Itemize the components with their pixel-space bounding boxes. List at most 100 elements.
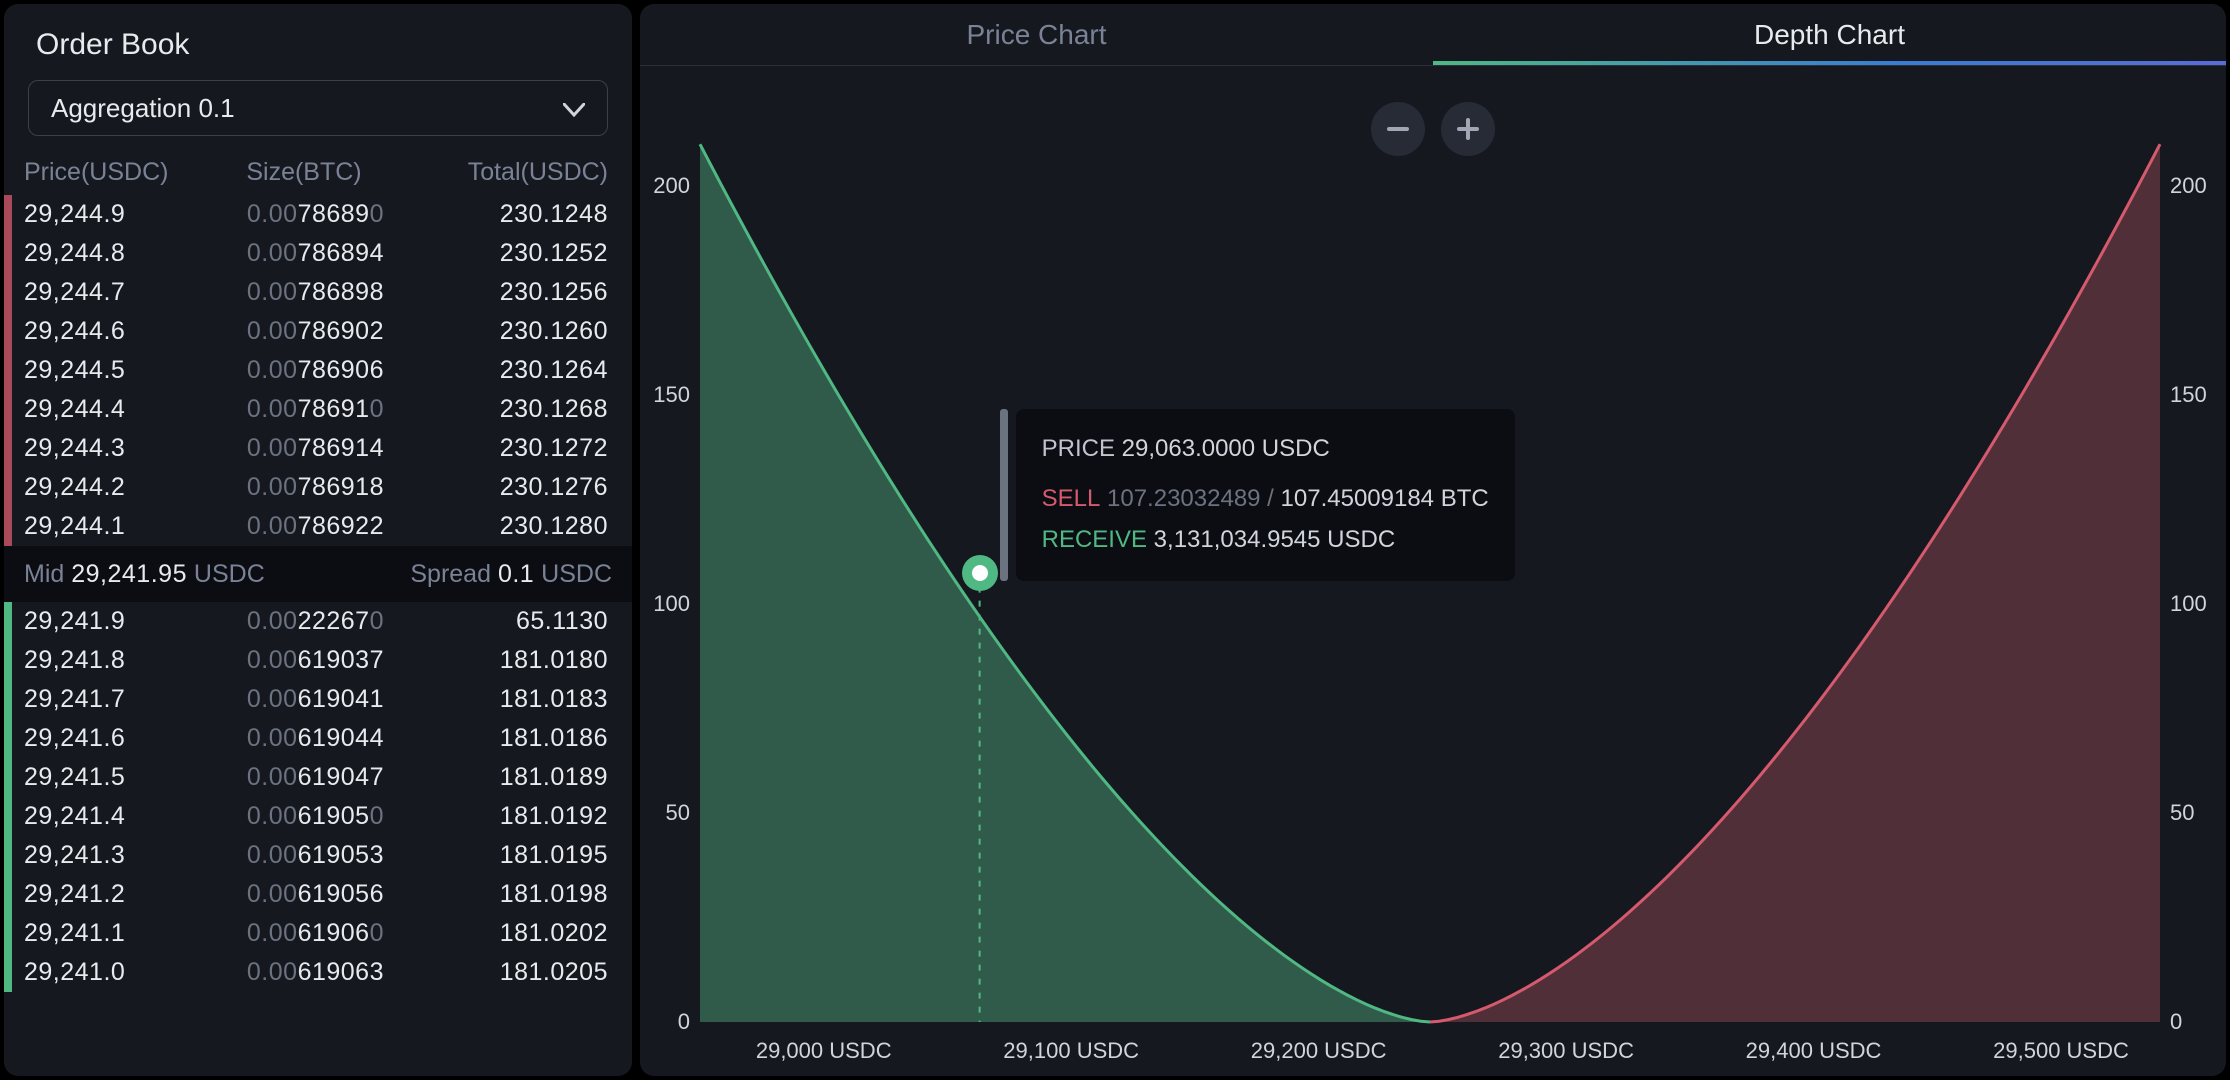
row-price: 29,241.6 [4, 724, 184, 753]
tooltip-sell-label: SELL [1042, 485, 1101, 512]
row-size: 0.00619056 [184, 880, 384, 909]
tooltip-price-label: PRICE [1042, 435, 1115, 462]
row-total: 230.1272 [384, 434, 608, 463]
orderbook-bid-row[interactable]: 29,241.60.00619044181.0186 [4, 719, 632, 758]
orderbook-bid-row[interactable]: 29,241.40.00619050181.0192 [4, 797, 632, 836]
row-total: 181.0189 [384, 763, 608, 792]
row-price: 29,241.2 [4, 880, 184, 909]
col-total: Total(USDC) [404, 158, 608, 187]
row-size: 0.00619053 [184, 841, 384, 870]
row-size: 0.00786906 [184, 356, 384, 385]
svg-text:29,100 USDC: 29,100 USDC [1003, 1038, 1139, 1063]
tooltip-receive-label: RECEIVE [1042, 526, 1147, 553]
ask-accent [4, 507, 12, 546]
orderbook-ask-row[interactable]: 29,244.80.00786894230.1252 [4, 234, 632, 273]
order-book-rows[interactable]: 29,244.90.00786890230.124829,244.80.0078… [4, 195, 632, 1076]
aggregation-label: Aggregation 0.1 [51, 93, 235, 124]
orderbook-bid-row[interactable]: 29,241.70.00619041181.0183 [4, 680, 632, 719]
row-size: 0.00619044 [184, 724, 384, 753]
row-size: 0.00786898 [184, 278, 384, 307]
bid-accent [4, 719, 12, 758]
chart-tabs: Price Chart Depth Chart [640, 4, 2226, 66]
tooltip-receive-value: 3,131,034.9545 USDC [1154, 526, 1396, 553]
svg-text:200: 200 [2170, 173, 2207, 198]
row-price: 29,244.9 [4, 200, 184, 229]
row-total: 181.0183 [384, 685, 608, 714]
orderbook-bid-row[interactable]: 29,241.10.00619060181.0202 [4, 914, 632, 953]
chart-panel: Price Chart Depth Chart 0050501001001501… [640, 4, 2226, 1076]
bid-accent [4, 875, 12, 914]
row-total: 181.0198 [384, 880, 608, 909]
depth-chart-area[interactable]: 00505010010015015020020029,000 USDC29,10… [640, 66, 2226, 1076]
svg-text:29,400 USDC: 29,400 USDC [1746, 1038, 1882, 1063]
tab-price-chart[interactable]: Price Chart [640, 4, 1433, 65]
orderbook-bid-row[interactable]: 29,241.90.0022267065.1130 [4, 602, 632, 641]
bid-accent [4, 953, 12, 992]
row-size: 0.00786910 [184, 395, 384, 424]
row-total: 181.0192 [384, 802, 608, 831]
row-size: 0.00786922 [184, 512, 384, 541]
bid-accent [4, 641, 12, 680]
orderbook-ask-row[interactable]: 29,244.40.00786910230.1268 [4, 390, 632, 429]
order-book-column-headers: Price(USDC) Size(BTC) Total(USDC) [4, 150, 632, 195]
row-size: 0.00222670 [184, 607, 384, 636]
cursor-marker [962, 555, 998, 591]
tooltip-handle [1000, 409, 1008, 581]
row-total: 230.1268 [384, 395, 608, 424]
orderbook-bid-row[interactable]: 29,241.80.00619037181.0180 [4, 641, 632, 680]
orderbook-bid-row[interactable]: 29,241.00.00619063181.0205 [4, 953, 632, 992]
order-book-title: Order Book [4, 4, 632, 80]
row-total: 230.1256 [384, 278, 608, 307]
row-size: 0.00619041 [184, 685, 384, 714]
svg-text:0: 0 [2170, 1009, 2182, 1034]
row-price: 29,244.8 [4, 239, 184, 268]
tooltip-price-value: 29,063.0000 USDC [1122, 435, 1330, 462]
svg-text:200: 200 [653, 173, 690, 198]
row-size: 0.00619063 [184, 958, 384, 987]
orderbook-ask-row[interactable]: 29,244.20.00786918230.1276 [4, 468, 632, 507]
orderbook-bid-row[interactable]: 29,241.50.00619047181.0189 [4, 758, 632, 797]
row-size: 0.00619060 [184, 919, 384, 948]
svg-text:29,000 USDC: 29,000 USDC [756, 1038, 892, 1063]
orderbook-ask-row[interactable]: 29,244.30.00786914230.1272 [4, 429, 632, 468]
row-size: 0.00619047 [184, 763, 384, 792]
zoom-in-button[interactable] [1441, 102, 1495, 156]
orderbook-bid-row[interactable]: 29,241.20.00619056181.0198 [4, 875, 632, 914]
row-total: 181.0202 [384, 919, 608, 948]
orderbook-ask-row[interactable]: 29,244.10.00786922230.1280 [4, 507, 632, 546]
row-price: 29,244.1 [4, 512, 184, 541]
zoom-out-button[interactable] [1371, 102, 1425, 156]
ask-accent [4, 351, 12, 390]
row-total: 230.1276 [384, 473, 608, 502]
bid-accent [4, 758, 12, 797]
row-size: 0.00786894 [184, 239, 384, 268]
orderbook-ask-row[interactable]: 29,244.60.00786902230.1260 [4, 312, 632, 351]
row-total: 230.1260 [384, 317, 608, 346]
aggregation-dropdown[interactable]: Aggregation 0.1 [28, 80, 608, 136]
bid-accent [4, 602, 12, 641]
bid-accent [4, 914, 12, 953]
orderbook-bid-row[interactable]: 29,241.30.00619053181.0195 [4, 836, 632, 875]
row-size: 0.00786902 [184, 317, 384, 346]
orderbook-ask-row[interactable]: 29,244.50.00786906230.1264 [4, 351, 632, 390]
svg-text:29,500 USDC: 29,500 USDC [1993, 1038, 2129, 1063]
row-price: 29,241.9 [4, 607, 184, 636]
ask-accent [4, 273, 12, 312]
mid-value: 29,241.95 [71, 560, 187, 588]
depth-tooltip: PRICE 29,063.0000 USDC SELL 107.23032489… [1016, 409, 1515, 581]
tooltip-avail-value: 107.45009184 BTC [1281, 485, 1489, 512]
row-price: 29,241.5 [4, 763, 184, 792]
svg-text:29,300 USDC: 29,300 USDC [1498, 1038, 1634, 1063]
svg-text:29,200 USDC: 29,200 USDC [1251, 1038, 1387, 1063]
row-total: 230.1252 [384, 239, 608, 268]
row-total: 65.1130 [384, 607, 608, 636]
svg-text:0: 0 [678, 1009, 690, 1034]
mid-label: Mid [24, 560, 64, 588]
orderbook-ask-row[interactable]: 29,244.90.00786890230.1248 [4, 195, 632, 234]
svg-text:150: 150 [653, 382, 690, 407]
row-total: 181.0205 [384, 958, 608, 987]
orderbook-ask-row[interactable]: 29,244.70.00786898230.1256 [4, 273, 632, 312]
bid-accent [4, 797, 12, 836]
mid-ccy: USDC [194, 560, 265, 588]
tab-depth-chart[interactable]: Depth Chart [1433, 4, 2226, 65]
